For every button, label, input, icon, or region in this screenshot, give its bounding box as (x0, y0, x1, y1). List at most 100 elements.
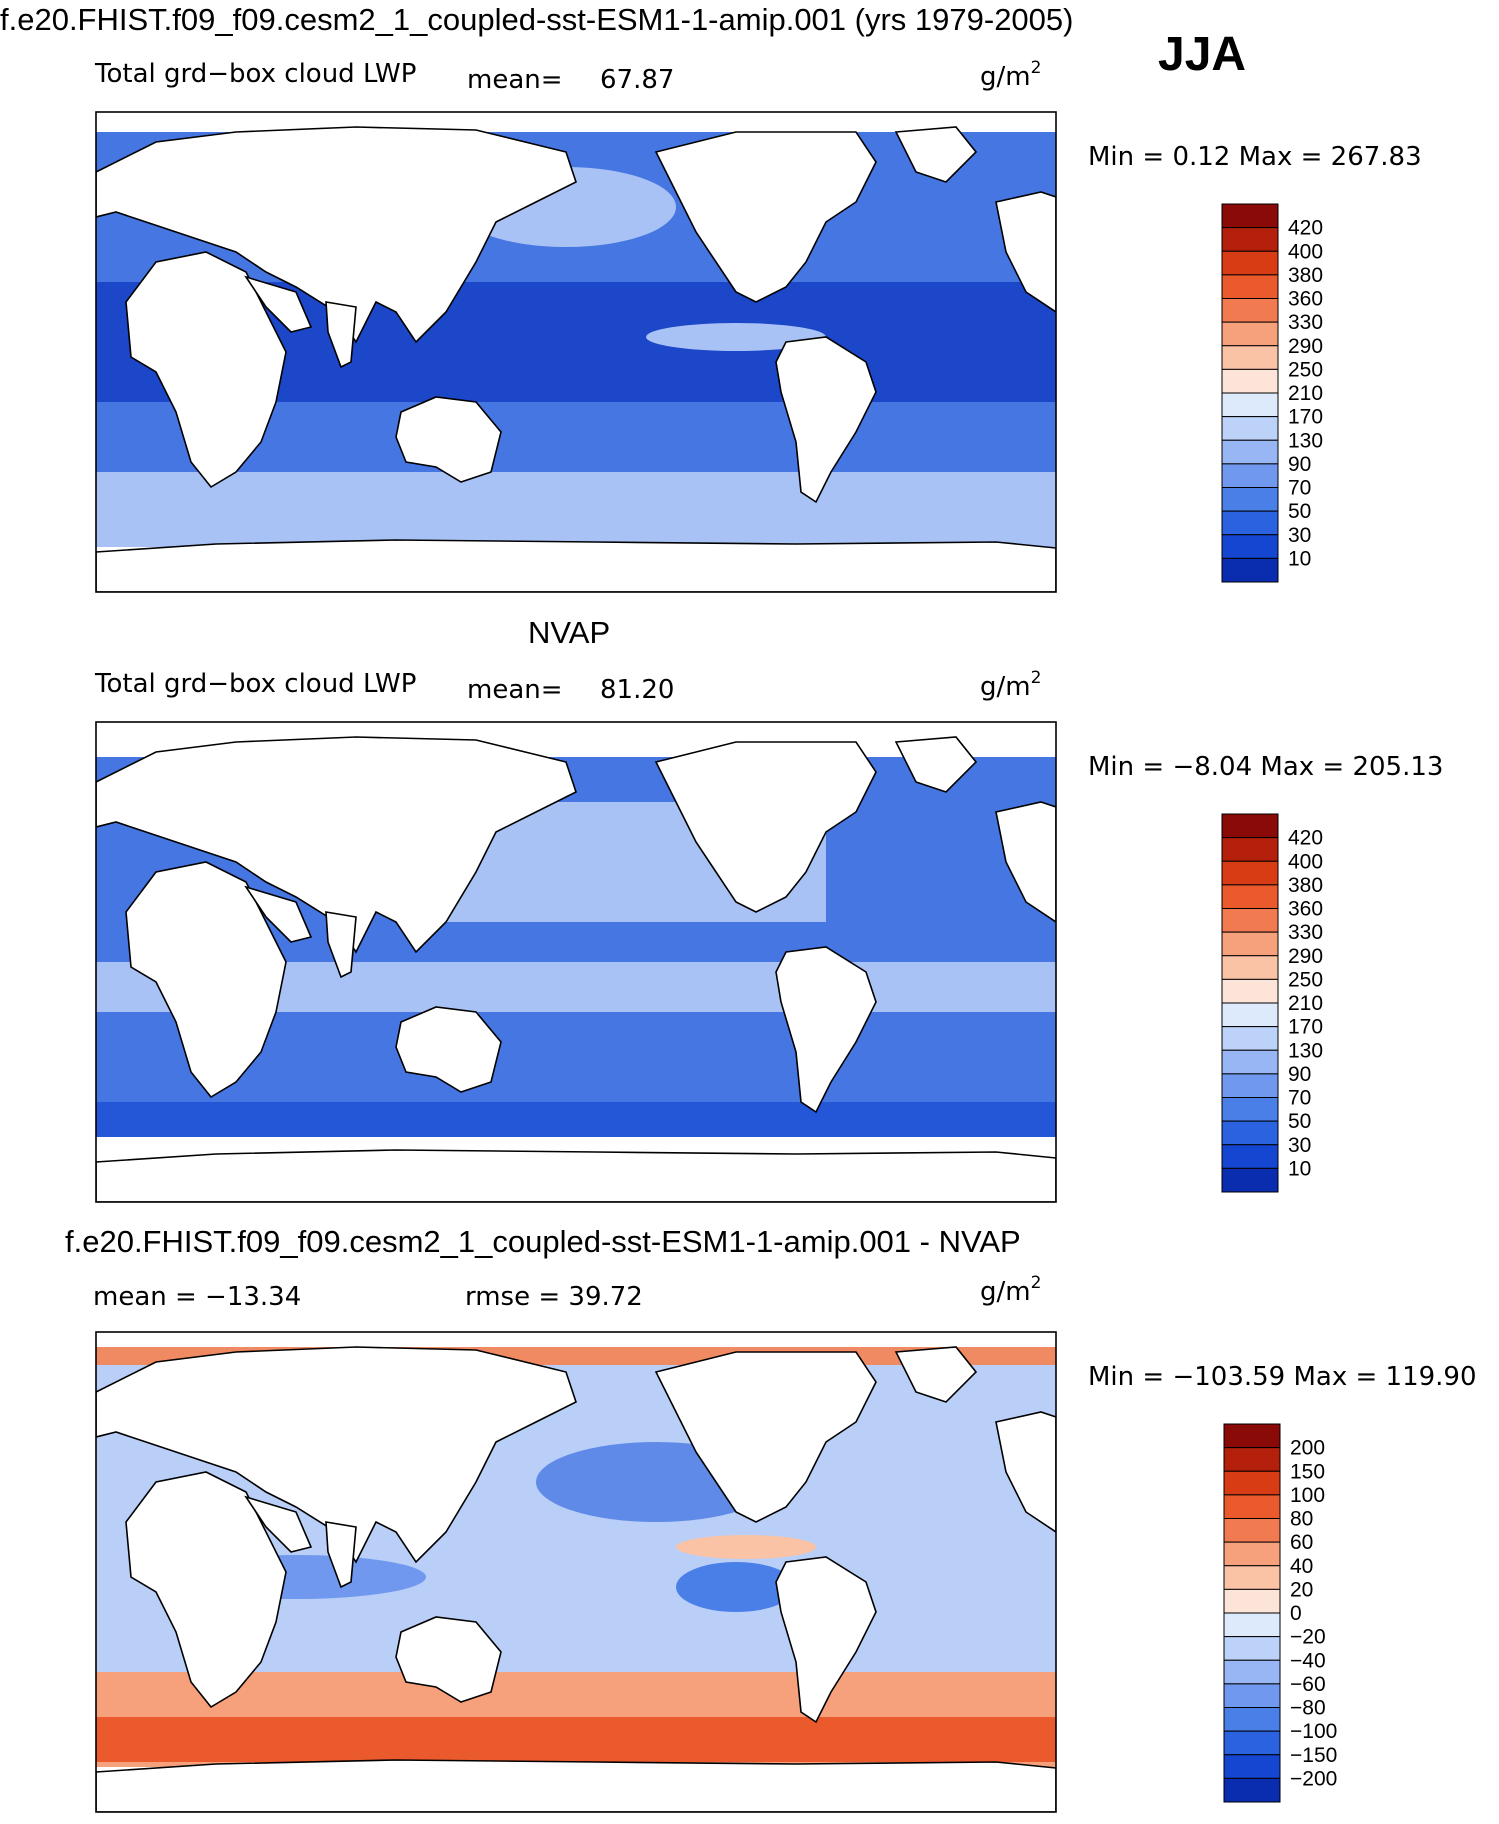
colorbar-swatch (1223, 1707, 1281, 1732)
colorbar-swatch (1223, 1494, 1281, 1519)
colorbar-swatch (1221, 463, 1279, 488)
panel1-units: g/m2 (980, 58, 1041, 92)
panel2-map (95, 721, 1057, 1203)
panel1-min-max: Min = 0.12 Max = 267.83 (1088, 142, 1422, 172)
colorbar-swatch (1223, 1565, 1281, 1590)
colorbar-swatch (1221, 1026, 1279, 1051)
colorbar-tick-label: 290 (1288, 945, 1323, 968)
colorbar-swatch (1221, 274, 1279, 299)
panel2-units: g/m2 (980, 668, 1041, 702)
colorbar-tick-label: −150 (1290, 1744, 1337, 1767)
colorbar-tick-label: 150 (1290, 1460, 1325, 1483)
colorbar-swatch (1223, 1777, 1281, 1803)
colorbar-tick-label: 10 (1288, 1157, 1311, 1180)
colorbar-swatch (1221, 510, 1279, 536)
colorbar-swatch (1221, 227, 1279, 252)
colorbar-tick-label: 60 (1290, 1531, 1313, 1554)
colorbar-swatch (1221, 321, 1279, 347)
colorbar-swatch (1221, 1097, 1279, 1122)
panel3-map (95, 1331, 1057, 1813)
colorbar-swatch (1221, 1073, 1279, 1098)
colorbar-swatch (1221, 860, 1279, 886)
colorbar-swatch (1221, 487, 1279, 512)
colorbar-tick-label: 380 (1288, 874, 1323, 897)
figure-title-bottom: f.e20.FHIST.f09_f09.cesm2_1_coupled-sst-… (65, 1224, 1021, 1259)
colorbar-tick-label: 40 (1290, 1555, 1313, 1578)
colorbar-tick-label: 400 (1288, 240, 1323, 263)
panel1-map (95, 111, 1057, 593)
colorbar-tick-label: 50 (1288, 1110, 1311, 1133)
colorbar-tick-label: 330 (1288, 311, 1323, 334)
panel3-colorbar: 200150100806040200−20−40−60−80−100−150−2… (1223, 1423, 1337, 1803)
colorbar-tick-label: −80 (1290, 1697, 1326, 1720)
colorbar-tick-label: 400 (1288, 850, 1323, 873)
colorbar-swatch (1221, 534, 1279, 559)
colorbar-tick-label: −40 (1290, 1649, 1326, 1672)
colorbar-tick-label: 210 (1288, 992, 1323, 1015)
colorbar-swatch (1223, 1730, 1281, 1756)
ocean-band-southern (96, 472, 1056, 547)
colorbar-swatch (1221, 978, 1279, 1004)
colorbar-tick-label: 170 (1288, 406, 1323, 429)
colorbar-swatch (1221, 439, 1279, 465)
diff-negative-patch (676, 1562, 796, 1612)
colorbar-tick-label: 70 (1288, 1087, 1311, 1110)
colorbar-swatch (1221, 1167, 1279, 1193)
colorbar-tick-label: 130 (1288, 429, 1323, 452)
colorbar-tick-label: 210 (1288, 382, 1323, 405)
colorbar-tick-label: 330 (1288, 921, 1323, 944)
colorbar-tick-label: 420 (1288, 827, 1323, 850)
colorbar-swatch (1223, 1423, 1281, 1449)
colorbar-tick-label: 0 (1290, 1602, 1302, 1625)
colorbar-swatch (1221, 368, 1279, 394)
colorbar-tick-label: 360 (1288, 288, 1323, 311)
colorbar-tick-label: 290 (1288, 335, 1323, 358)
panel2-mean-label: mean= (467, 675, 563, 705)
colorbar-swatch (1221, 955, 1279, 980)
colorbar-tick-label: −200 (1290, 1767, 1337, 1790)
colorbar-tick-label: 80 (1290, 1508, 1313, 1531)
colorbar-swatch (1223, 1447, 1281, 1472)
colorbar-swatch (1223, 1659, 1281, 1685)
colorbar-swatch (1223, 1612, 1281, 1638)
diff-positive-band-southern-core (96, 1717, 1056, 1762)
colorbar-swatch (1221, 884, 1279, 909)
colorbar-swatch (1221, 203, 1279, 229)
panel3-min-max: Min = −103.59 Max = 119.90 (1088, 1362, 1477, 1392)
diff-positive-patch (676, 1535, 816, 1559)
panel1-mean-label: mean= (467, 65, 563, 95)
ocean-patch (646, 323, 826, 351)
colorbar-swatch (1221, 250, 1279, 276)
colorbar-tick-label: 10 (1288, 547, 1311, 570)
colorbar-swatch (1221, 1049, 1279, 1075)
colorbar-swatch (1223, 1470, 1281, 1496)
panel3-mean: mean = −13.34 (93, 1282, 301, 1312)
colorbar-tick-label: 380 (1288, 264, 1323, 287)
colorbar-swatch (1221, 908, 1279, 933)
ocean-band-southern (96, 1102, 1056, 1137)
panel1-mean-value: 67.87 (600, 65, 674, 95)
colorbar-swatch (1223, 1541, 1281, 1567)
colorbar-tick-label: 100 (1290, 1484, 1325, 1507)
colorbar-tick-label: 50 (1288, 500, 1311, 523)
colorbar-tick-label: 30 (1288, 1134, 1311, 1157)
colorbar-swatch (1221, 1002, 1279, 1028)
colorbar-swatch (1221, 298, 1279, 323)
colorbar-swatch (1221, 557, 1279, 583)
panel1-variable-label: Total grd−box cloud LWP (94, 59, 416, 89)
colorbar-swatch (1221, 416, 1279, 441)
colorbar-tick-label: 90 (1288, 1063, 1311, 1086)
map-frame (95, 1331, 1057, 1813)
panel2-mean-value: 81.20 (600, 675, 674, 705)
colorbar-tick-label: 30 (1288, 524, 1311, 547)
season-label: JJA (1158, 28, 1246, 81)
panel2-min-max: Min = −8.04 Max = 205.13 (1088, 752, 1443, 782)
colorbar-tick-label: −20 (1290, 1626, 1326, 1649)
colorbar-swatch (1221, 813, 1279, 839)
colorbar-tick-label: −60 (1290, 1673, 1326, 1696)
colorbar-swatch (1221, 392, 1279, 418)
map-frame (95, 111, 1057, 593)
